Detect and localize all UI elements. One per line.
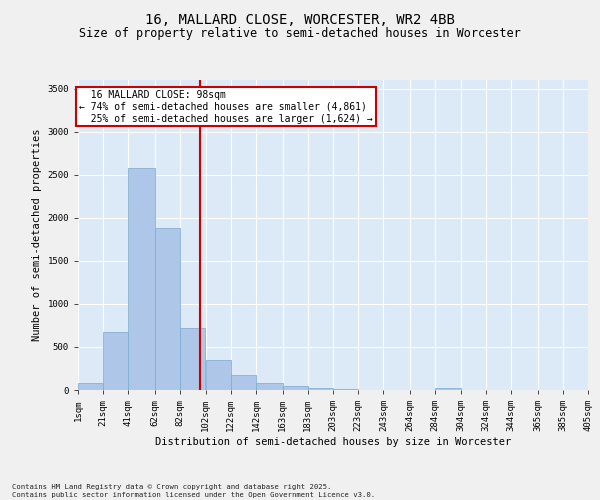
Bar bbox=[78, 383, 103, 390]
Text: 16, MALLARD CLOSE, WORCESTER, WR2 4BB: 16, MALLARD CLOSE, WORCESTER, WR2 4BB bbox=[145, 12, 455, 26]
Bar bbox=[205, 360, 231, 390]
Bar bbox=[333, 389, 358, 390]
X-axis label: Distribution of semi-detached houses by size in Worcester: Distribution of semi-detached houses by … bbox=[155, 437, 511, 447]
Bar bbox=[128, 168, 155, 390]
Bar bbox=[308, 388, 333, 390]
Bar bbox=[435, 388, 461, 390]
Bar bbox=[155, 228, 180, 390]
Bar bbox=[231, 376, 256, 390]
Bar bbox=[256, 383, 283, 390]
Bar bbox=[283, 386, 308, 390]
Text: Size of property relative to semi-detached houses in Worcester: Size of property relative to semi-detach… bbox=[79, 28, 521, 40]
Text: 16 MALLARD CLOSE: 98sqm
← 74% of semi-detached houses are smaller (4,861)
  25% : 16 MALLARD CLOSE: 98sqm ← 74% of semi-de… bbox=[79, 90, 373, 124]
Y-axis label: Number of semi-detached properties: Number of semi-detached properties bbox=[32, 128, 42, 341]
Bar bbox=[103, 332, 128, 390]
Bar bbox=[180, 328, 205, 390]
Text: Contains HM Land Registry data © Crown copyright and database right 2025.
Contai: Contains HM Land Registry data © Crown c… bbox=[12, 484, 375, 498]
